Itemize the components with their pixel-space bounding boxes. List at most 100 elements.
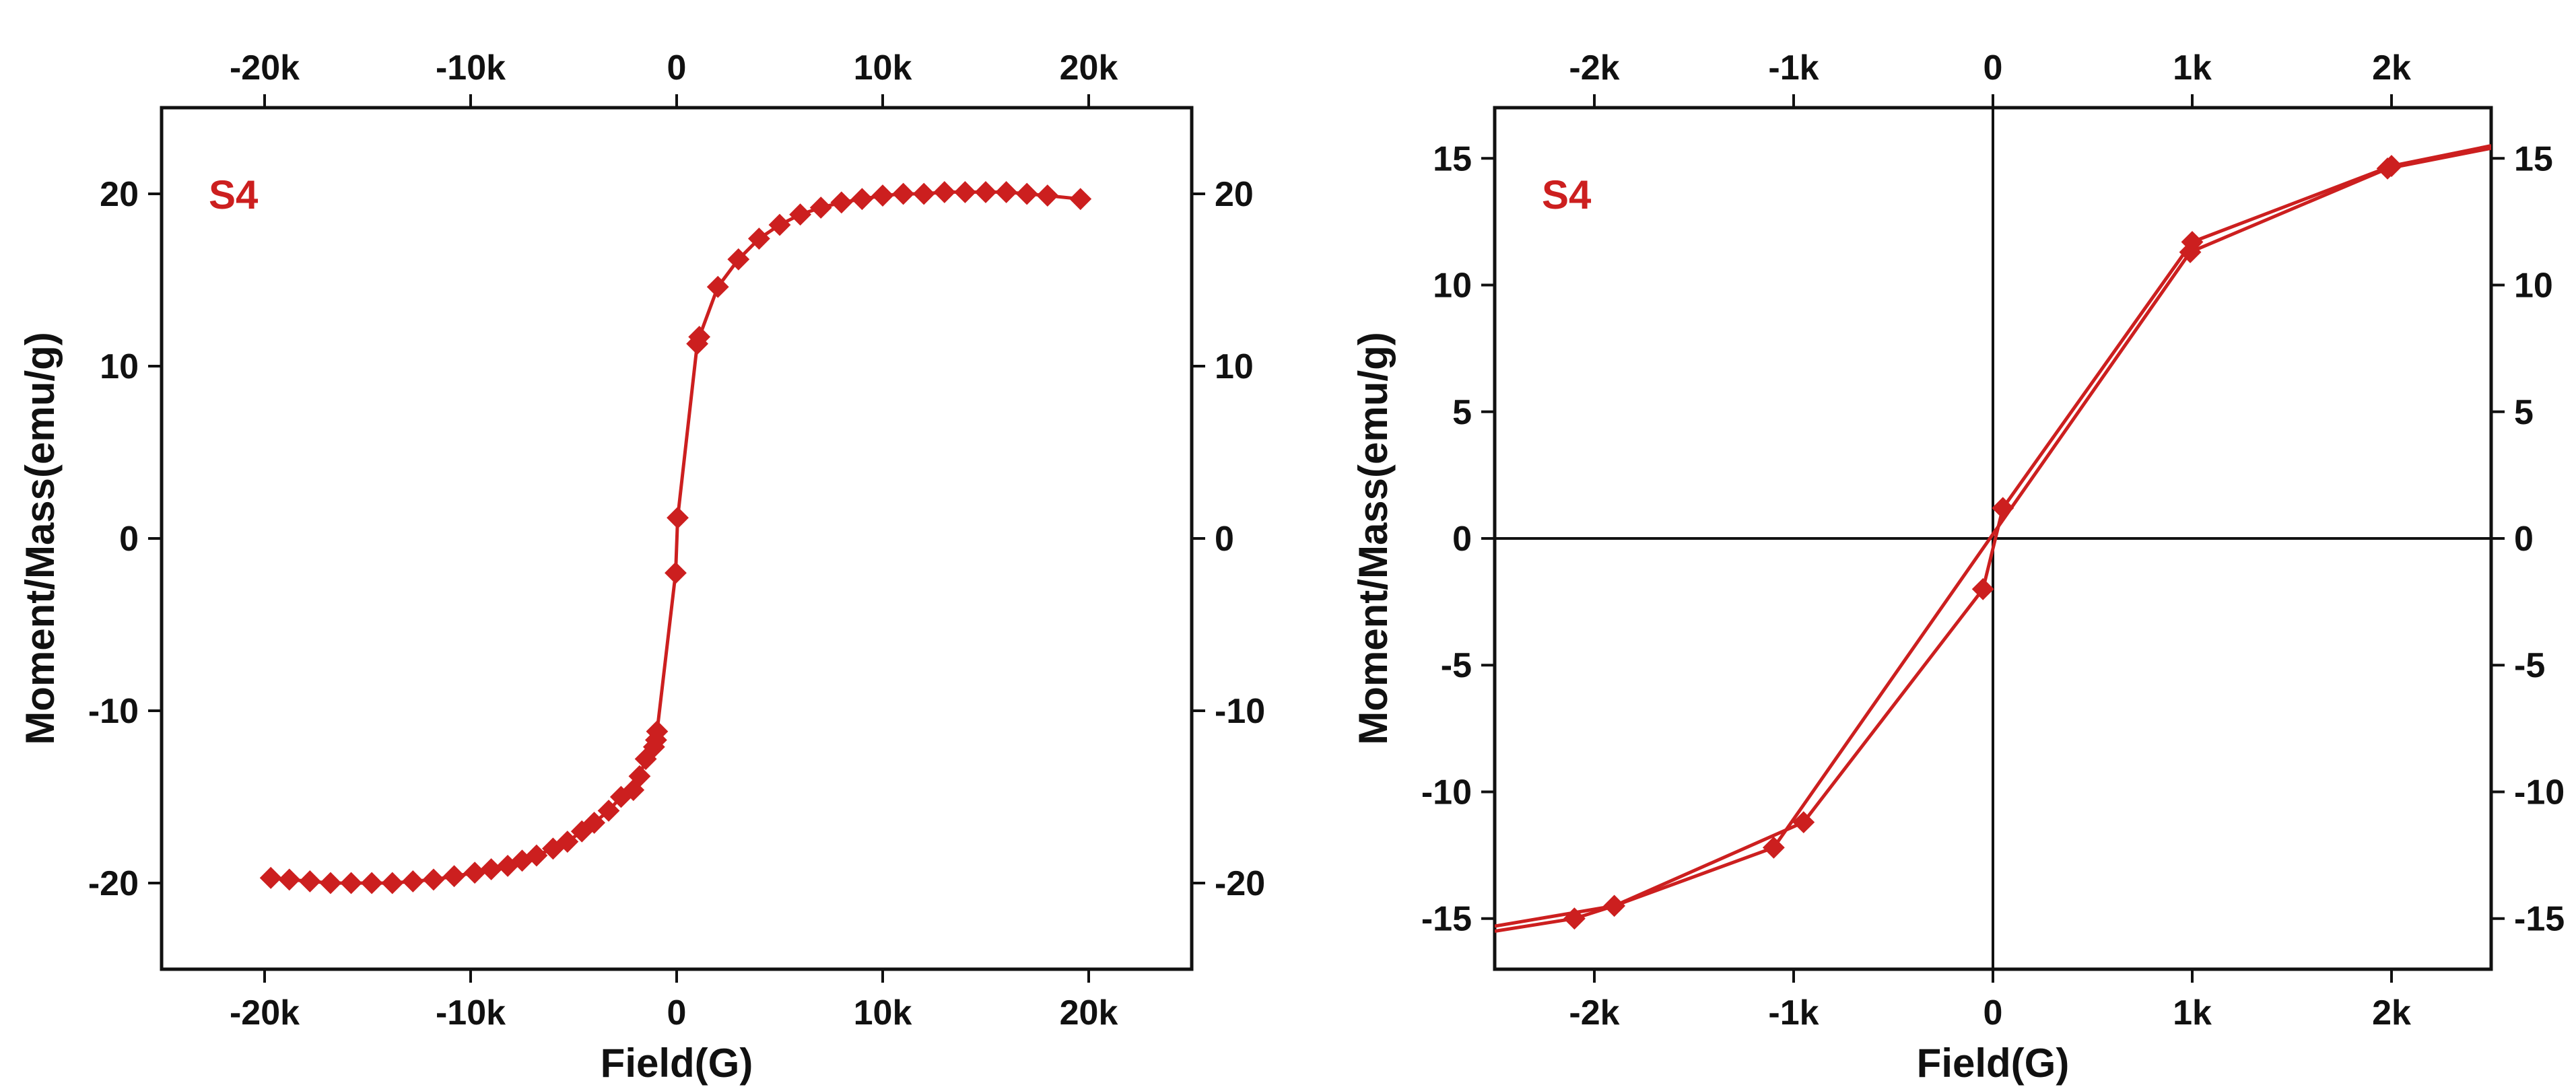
y-tick-label-left: 0 bbox=[119, 520, 139, 559]
y-tick-label-right: -20 bbox=[1215, 864, 1265, 903]
series-line-1 bbox=[1495, 144, 2491, 928]
y-tick-label-left: 0 bbox=[1452, 520, 1472, 559]
y-tick-label-left: 5 bbox=[1452, 393, 1472, 432]
data-point bbox=[789, 203, 812, 226]
data-point bbox=[1069, 188, 1092, 211]
data-point bbox=[830, 191, 853, 214]
data-point bbox=[912, 182, 935, 205]
data-point bbox=[628, 765, 651, 787]
data-point bbox=[422, 868, 445, 891]
x-tick-label-top: -1k bbox=[1768, 48, 1819, 87]
x-tick-label-bottom: 10k bbox=[854, 993, 912, 1032]
x-axis-label: Field(G) bbox=[1917, 1041, 2070, 1086]
data-point bbox=[953, 181, 976, 203]
data-point bbox=[319, 872, 342, 895]
y-tick-label-right: 20 bbox=[1215, 175, 1254, 214]
sample-annotation: S4 bbox=[209, 172, 259, 217]
data-point bbox=[1036, 184, 1059, 207]
y-tick-label-right: 0 bbox=[2514, 520, 2534, 559]
x-tick-label-top: 2k bbox=[2372, 48, 2411, 87]
y-tick-label-right: -10 bbox=[1215, 692, 1265, 731]
data-point bbox=[667, 506, 689, 529]
data-point bbox=[933, 181, 956, 203]
x-tick-label-bottom: -20k bbox=[230, 993, 300, 1032]
data-point bbox=[1015, 182, 1038, 205]
x-tick-label-bottom: 0 bbox=[1984, 993, 2003, 1032]
data-point bbox=[809, 197, 832, 219]
y-axis-label: Moment/Mass(emu/g) bbox=[1351, 332, 1396, 744]
y-tick-label-left: 20 bbox=[100, 175, 139, 214]
y-tick-label-right: -15 bbox=[2514, 900, 2565, 939]
y-tick-label-left: -10 bbox=[88, 692, 139, 731]
x-tick-label-bottom: -2k bbox=[1569, 993, 1619, 1032]
data-point bbox=[727, 248, 750, 271]
data-point bbox=[381, 872, 404, 895]
data-point bbox=[1971, 577, 1994, 600]
data-point bbox=[646, 720, 669, 743]
data-point bbox=[278, 868, 301, 891]
data-point bbox=[583, 811, 606, 834]
data-point bbox=[706, 275, 729, 298]
x-tick-label-top: 1k bbox=[2173, 48, 2212, 87]
y-axis-label: Moment/Mass(emu/g) bbox=[18, 332, 63, 744]
data-point bbox=[259, 866, 282, 889]
data-point bbox=[665, 561, 687, 584]
data-point bbox=[892, 182, 915, 205]
x-tick-label-top: -20k bbox=[230, 48, 300, 87]
data-point bbox=[995, 181, 1018, 203]
x-tick-label-bottom: 0 bbox=[667, 993, 687, 1032]
y-tick-label-left: 10 bbox=[1433, 267, 1472, 306]
data-point bbox=[340, 872, 362, 895]
data-point bbox=[298, 870, 321, 892]
data-point bbox=[401, 870, 424, 892]
data-point bbox=[541, 837, 564, 860]
x-tick-label-bottom: 2k bbox=[2372, 993, 2411, 1032]
sample-annotation: S4 bbox=[1542, 172, 1592, 217]
x-tick-label-bottom: -1k bbox=[1768, 993, 1819, 1032]
y-tick-label-left: -15 bbox=[1421, 900, 1472, 939]
y-tick-label-right: 10 bbox=[2514, 267, 2553, 306]
x-tick-label-bottom: 1k bbox=[2173, 993, 2212, 1032]
data-point bbox=[871, 184, 894, 207]
y-tick-label-right: 15 bbox=[2514, 139, 2553, 178]
x-tick-label-top: 20k bbox=[1060, 48, 1118, 87]
x-axis-label: Field(G) bbox=[601, 1041, 753, 1086]
y-tick-label-right: 0 bbox=[1215, 520, 1234, 559]
y-tick-label-right: 5 bbox=[2514, 393, 2534, 432]
right-chart: -2k -2k -1k -1k 0 0 1k 1k 2k 2k -15 -15 -10 -10 -5 -5 0 0… bbox=[1351, 48, 2565, 1086]
data-point bbox=[1992, 497, 2014, 520]
data-point bbox=[2380, 155, 2403, 178]
data-point bbox=[768, 213, 791, 236]
data-point bbox=[974, 181, 997, 203]
x-tick-label-bottom: -10k bbox=[436, 993, 506, 1032]
data-point bbox=[360, 872, 383, 895]
left-chart: -20k -20k -10k -10k 0 0 10k 10k 20k 20k -20 -20 -10 -… bbox=[18, 48, 1265, 1086]
y-tick-label-left: -5 bbox=[1441, 646, 1472, 685]
data-point bbox=[850, 188, 873, 211]
plot-data bbox=[259, 181, 1092, 895]
x-tick-label-top: -2k bbox=[1569, 48, 1619, 87]
data-point bbox=[747, 227, 770, 250]
y-tick-label-left: -20 bbox=[88, 864, 139, 903]
data-point bbox=[1563, 907, 1586, 930]
y-tick-label-right: -5 bbox=[2514, 646, 2545, 685]
data-point bbox=[1792, 811, 1815, 834]
y-tick-label-left: 10 bbox=[100, 347, 139, 386]
plot-data bbox=[1495, 144, 2491, 933]
data-point bbox=[688, 326, 711, 348]
y-tick-label-right: 10 bbox=[1215, 347, 1254, 386]
data-point bbox=[597, 800, 620, 822]
data-point bbox=[1762, 836, 1785, 859]
y-tick-label-right: -10 bbox=[2514, 773, 2565, 812]
data-point bbox=[2181, 231, 2204, 253]
x-tick-label-top: 10k bbox=[854, 48, 912, 87]
x-tick-label-top: -10k bbox=[436, 48, 506, 87]
data-point bbox=[525, 844, 548, 867]
x-tick-label-bottom: 20k bbox=[1060, 993, 1118, 1032]
data-point bbox=[1603, 895, 1626, 917]
y-tick-label-left: -10 bbox=[1421, 773, 1472, 812]
data-point bbox=[443, 865, 465, 888]
x-tick-label-top: 0 bbox=[1984, 48, 2003, 87]
